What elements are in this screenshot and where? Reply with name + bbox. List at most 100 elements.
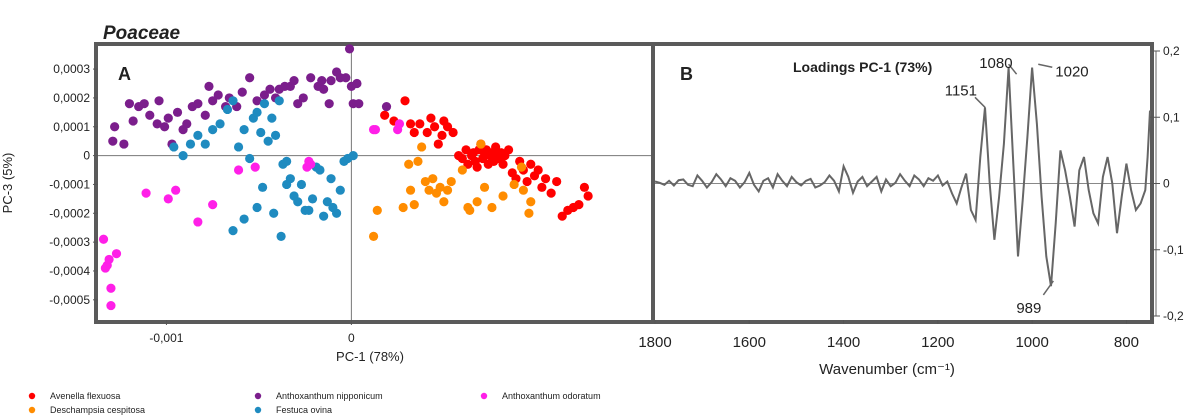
scatter-point (250, 162, 260, 172)
scatter-point (263, 136, 273, 146)
panel-a-label: A (118, 64, 131, 84)
scatter-point (516, 162, 527, 172)
scatter-point (400, 96, 410, 106)
scatter-point (256, 127, 266, 138)
scatter-point (208, 200, 218, 210)
scatter-point (306, 159, 316, 169)
scatter-point (98, 234, 109, 244)
scatter-point (413, 156, 423, 166)
scatter-point (289, 76, 299, 86)
scatter-point (172, 107, 183, 117)
scatter-point (335, 185, 345, 195)
scatter-point (239, 214, 249, 224)
scatter-point (108, 136, 118, 146)
scatter-point (405, 185, 416, 195)
loading-spectrum-line (654, 67, 1151, 287)
legend-swatch (480, 392, 488, 400)
scatter-point (145, 110, 155, 120)
scatter-point (420, 176, 430, 187)
panel-b-label: B (680, 64, 693, 84)
panel-b-x-tick-label: 1400 (827, 334, 860, 351)
scatter-point (409, 200, 419, 210)
scatter-point (405, 119, 416, 129)
scatter-point (557, 211, 567, 221)
panel-a-y-tick-label: 0,0001 (53, 120, 90, 134)
scatter-point (498, 159, 508, 169)
scatter-point (139, 99, 149, 109)
panel-b-y-tick-label: 0 (1163, 177, 1170, 191)
scatter-point (417, 142, 427, 152)
scatter-point (354, 99, 364, 109)
panel-a-y-tick-label: -0,0004 (49, 264, 90, 278)
panel-b-y-ticks: 0,2 0,1 0 -0,1 -0,2 (1150, 44, 1184, 323)
legend-item: Avenella flexuosa (28, 391, 120, 401)
panel-a-y-tick-label: -0,0003 (49, 235, 90, 249)
panel-b-x-tick-label: 1000 (1015, 334, 1048, 351)
scatter-point (487, 202, 497, 213)
panel-b-x-ticks: 1800 1600 1400 1200 1000 800 (638, 320, 1139, 351)
scatter-point (119, 139, 129, 149)
panel-a-points (98, 44, 593, 311)
scatter-point (306, 73, 316, 83)
scatter-point (228, 225, 238, 236)
legend-label: Festuca ovina (276, 405, 332, 415)
scatter-point (317, 76, 327, 86)
scatter-point (457, 165, 467, 175)
scatter-point (193, 130, 203, 141)
peak-label: 1020 (1055, 63, 1088, 80)
scatter-point (124, 99, 135, 109)
scatter-point (110, 122, 120, 132)
scatter-point (213, 90, 223, 100)
scatter-point (446, 176, 456, 187)
scatter-point (424, 185, 434, 195)
scatter-point (472, 162, 482, 172)
panel-a-x-tick-label: 0 (348, 331, 355, 345)
scatter-point (522, 176, 532, 187)
legend-swatch (28, 406, 36, 414)
scatter-point (269, 208, 279, 218)
scatter-point (331, 208, 342, 218)
legend-swatch (28, 392, 36, 400)
scatter-point (370, 125, 381, 135)
scatter-point (463, 159, 473, 169)
peak-leader-line (1042, 280, 1054, 296)
panel-b-y-tick-label: -0,1 (1163, 243, 1184, 257)
scatter-point (252, 96, 262, 106)
scatter-point (282, 179, 292, 190)
panel-b-x-tick-label: 1200 (921, 334, 954, 351)
panel-a-frame (94, 42, 655, 324)
scatter-point (503, 145, 514, 155)
scatter-point (159, 122, 170, 132)
peak-label: 1151 (945, 82, 977, 99)
scatter-point (448, 127, 458, 138)
scatter-point (433, 139, 443, 149)
scatter-point (404, 159, 414, 169)
scatter-point (307, 194, 318, 204)
panel-a-x-ticks: -0,001 0 (149, 320, 355, 345)
scatter-point (293, 197, 303, 207)
scatter-point (430, 122, 440, 132)
panel-a-y-axis-label: PC-3 (5%) (0, 153, 15, 214)
scatter-point (435, 182, 445, 192)
scatter-point (437, 130, 447, 141)
scatter-point (324, 99, 334, 109)
panel-a-y-tick-label: 0,0003 (53, 62, 90, 76)
panel-b-x-tick-label: 1600 (733, 334, 766, 351)
panel-a-y-tick-label: 0 (83, 149, 90, 163)
scatter-point (442, 122, 453, 132)
scatter-point (518, 185, 528, 195)
series-deschampsia-cespitosa (368, 139, 536, 241)
scatter-point (326, 174, 336, 184)
scatter-point (526, 159, 536, 169)
panel-b-y-tick-label: 0,2 (1163, 44, 1180, 58)
panel-b-title: Loadings PC-1 (73%) (793, 59, 932, 75)
series-anthoxanthum-nipponicum (108, 44, 392, 149)
scatter-point (476, 139, 486, 149)
figure-title: Poaceae (103, 23, 181, 44)
scatter-point (193, 217, 203, 227)
legend-item: Anthoxanthum odoratum (480, 391, 601, 401)
scatter-point (208, 96, 218, 106)
scatter-point (533, 165, 543, 175)
